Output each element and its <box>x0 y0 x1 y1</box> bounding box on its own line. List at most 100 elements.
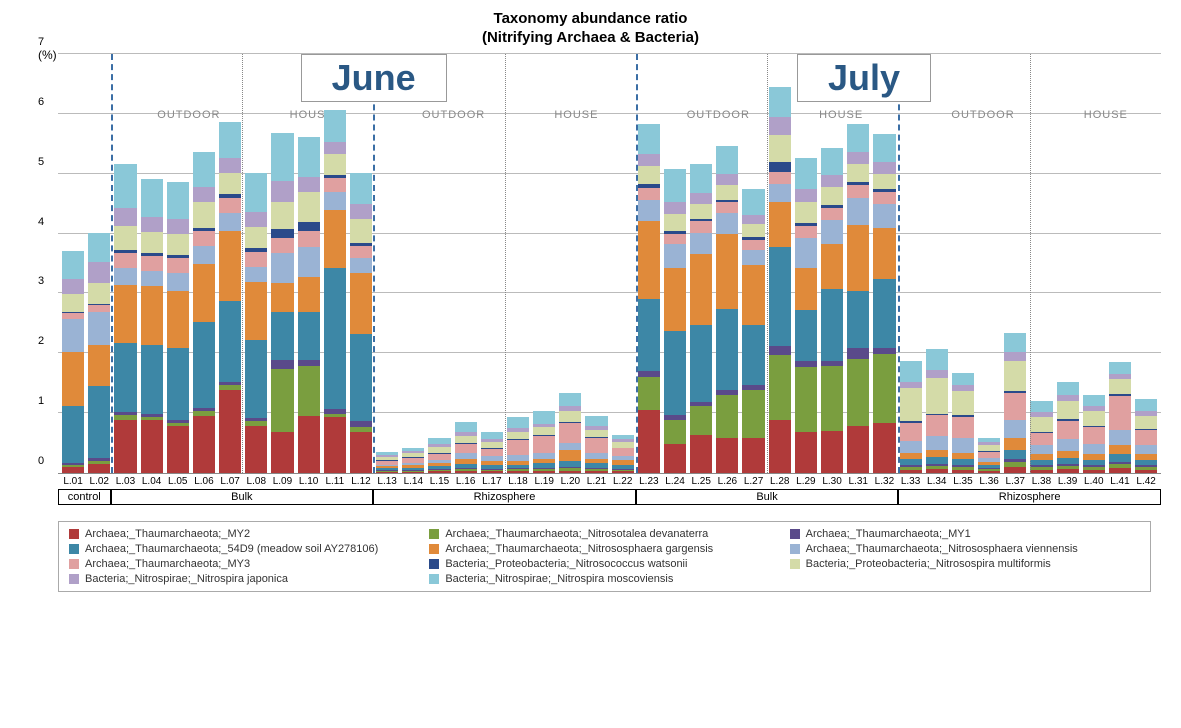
bar-segment <box>219 173 241 194</box>
bar-segment <box>900 361 922 382</box>
x-tick-label: L.09 <box>271 474 293 487</box>
legend-text: Bacteria;_Proteobacteria;_Nitrosococcus … <box>445 558 687 570</box>
bar-segment <box>664 234 686 245</box>
bar-segment <box>716 146 738 174</box>
legend-swatch <box>69 544 79 554</box>
x-tick-label: L.29 <box>795 474 817 487</box>
bar <box>298 54 320 473</box>
bar-segment <box>1004 361 1026 391</box>
y-tick-label: 6 <box>38 96 44 108</box>
month-label: June <box>301 54 447 102</box>
bar-segment <box>1030 401 1052 412</box>
bar-segment <box>926 370 948 377</box>
bar-segment <box>1135 470 1157 473</box>
bar <box>193 54 215 473</box>
bar-segment <box>638 221 660 299</box>
bar-segment <box>324 154 346 175</box>
bar-segment <box>1083 427 1105 444</box>
bar-segment <box>455 422 477 432</box>
legend-text: Archaea;_Thaumarchaeota;_MY2 <box>85 528 250 540</box>
bar <box>664 54 686 473</box>
bar-segment <box>245 227 267 248</box>
bar-segment <box>533 471 555 473</box>
bar-segment <box>742 325 764 385</box>
bar-segment <box>271 283 293 312</box>
bar-segment <box>141 217 163 232</box>
legend-swatch <box>429 559 439 569</box>
bar-segment <box>847 152 869 164</box>
bar-segment <box>88 386 110 458</box>
y-tick-label: 0 <box>38 455 44 467</box>
bar-segment <box>821 175 843 187</box>
bar-segment <box>847 198 869 225</box>
bar-segment <box>716 185 738 200</box>
bar-segment <box>350 173 372 204</box>
bar-segment <box>298 312 320 360</box>
group-label: Rhizosphere <box>898 489 1161 505</box>
bar-segment <box>769 355 791 420</box>
bar-segment <box>1004 333 1026 352</box>
bar <box>1030 54 1052 473</box>
bar-segment <box>716 174 738 185</box>
bar-segment <box>873 192 895 204</box>
legend-item: Bacteria;_Nitrospirae;_Nitrospira japoni… <box>69 573 419 585</box>
bar-segment <box>245 212 267 227</box>
plot-area: 01234567JuneJulyOUTDOORHOUSEOUTDOORHOUSE… <box>58 54 1161 474</box>
bar-segment <box>1030 470 1052 473</box>
bar <box>167 54 189 473</box>
x-tick-label: L.22 <box>612 474 634 487</box>
separator-line <box>767 54 768 473</box>
bar-segment <box>769 172 791 184</box>
bar-segment <box>873 354 895 423</box>
bar-segment <box>350 273 372 334</box>
bar-segment <box>1109 454 1131 461</box>
legend-text: Archaea;_Thaumarchaeota;_MY3 <box>85 558 250 570</box>
x-tick-label: L.33 <box>900 474 922 487</box>
bar-segment <box>219 198 241 213</box>
bar-segment <box>926 436 948 449</box>
bar-segment <box>795 310 817 361</box>
bar-segment <box>1109 396 1131 431</box>
x-tick-label: L.12 <box>350 474 372 487</box>
bar-segment <box>1057 401 1079 419</box>
bar-segment <box>900 423 922 441</box>
x-tick-label: L.27 <box>742 474 764 487</box>
bar-segment <box>1083 444 1105 455</box>
bar-segment <box>1109 445 1131 454</box>
bar <box>847 54 869 473</box>
bar <box>716 54 738 473</box>
x-tick-label: L.39 <box>1057 474 1079 487</box>
bar <box>1004 54 1026 473</box>
bar-segment <box>664 202 686 214</box>
bar-segment <box>1109 379 1131 394</box>
bar-segment <box>114 164 136 208</box>
bar-segment <box>1109 430 1131 445</box>
bar-segment <box>193 152 215 187</box>
separator-line <box>505 54 506 473</box>
bar-segment <box>769 247 791 346</box>
bar-segment <box>690 221 712 233</box>
legend-item: Bacteria;_Proteobacteria;_Nitrosococcus … <box>429 558 779 570</box>
bar-segment <box>219 301 241 382</box>
bar <box>533 54 555 473</box>
bar-segment <box>507 471 529 473</box>
bar-segment <box>638 166 660 184</box>
x-tick-label: L.26 <box>716 474 738 487</box>
bar-segment <box>873 228 895 279</box>
bar-segment <box>298 366 320 416</box>
legend-text: Archaea;_Thaumarchaeota;_Nitrososphaera … <box>445 543 713 555</box>
bar-segment <box>664 331 686 415</box>
bar-segment <box>847 124 869 152</box>
x-tick-label: L.15 <box>428 474 450 487</box>
bar-segment <box>114 268 136 285</box>
bar-segment <box>821 244 843 289</box>
bar-segment <box>742 215 764 224</box>
bar-segment <box>1057 439 1079 451</box>
bar-segment <box>350 219 372 243</box>
bar-segment <box>481 471 503 473</box>
bar <box>402 54 424 473</box>
legend-item: Archaea;_Thaumarchaeota;_Nitrosotalea de… <box>429 528 779 540</box>
bar-segment <box>193 187 215 202</box>
bar-segment <box>742 438 764 473</box>
bar-segment <box>690 406 712 435</box>
